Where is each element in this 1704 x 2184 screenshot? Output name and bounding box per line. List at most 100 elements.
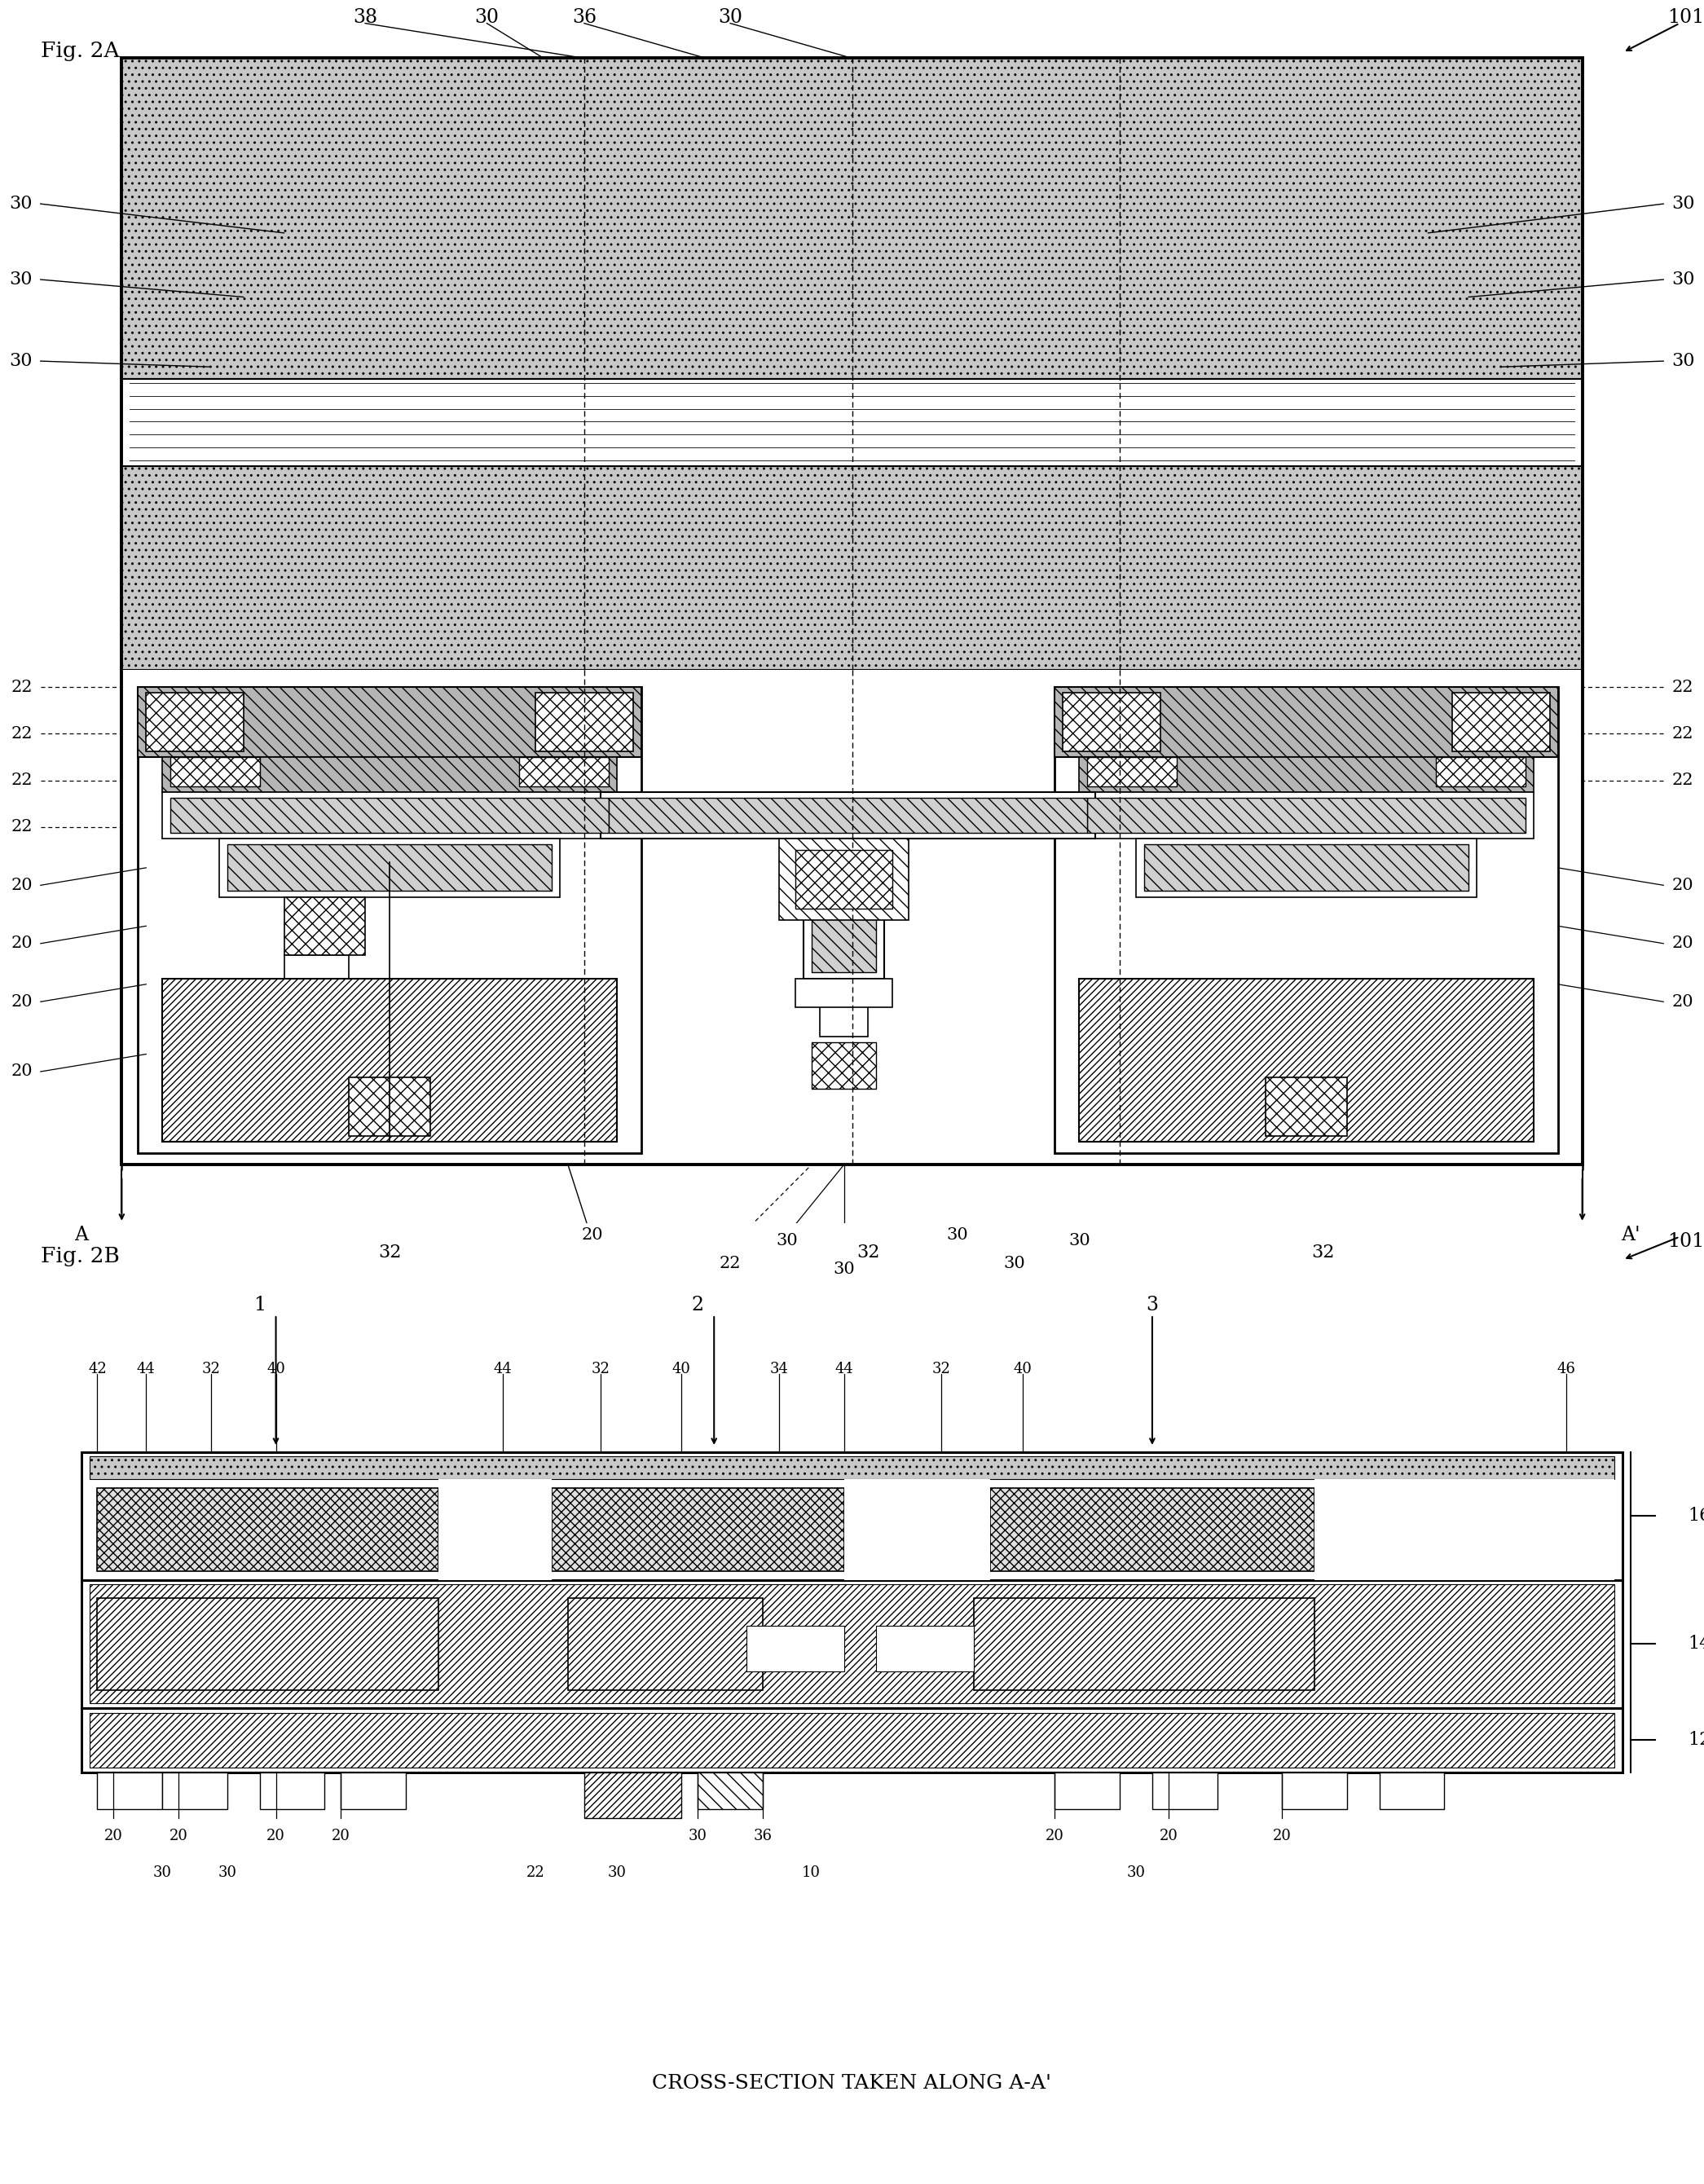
Text: 22: 22 [10, 773, 32, 788]
Text: 2: 2 [692, 1295, 704, 1315]
Bar [1055, 1771, 1120, 1808]
Text: 30: 30 [1672, 271, 1695, 288]
Bar [796, 850, 893, 909]
Bar [97, 1489, 438, 1570]
Text: 20: 20 [10, 935, 32, 952]
Text: Fig. 2B: Fig. 2B [41, 1245, 119, 1267]
Text: 22: 22 [1672, 725, 1694, 743]
Text: 30: 30 [1672, 352, 1695, 369]
Bar [82, 1579, 1622, 1708]
Text: 20: 20 [10, 994, 32, 1009]
Text: 44: 44 [494, 1363, 513, 1376]
Text: 30: 30 [1672, 194, 1695, 212]
Text: 30: 30 [9, 194, 32, 212]
Text: 42: 42 [89, 1363, 107, 1376]
Text: 20: 20 [1672, 994, 1694, 1009]
Text: 34: 34 [770, 1363, 789, 1376]
Bar [876, 1625, 973, 1671]
Text: 20: 20 [104, 1828, 123, 1843]
Text: 32: 32 [201, 1363, 220, 1376]
Text: 22: 22 [719, 1256, 741, 1271]
Bar [82, 1708, 1622, 1771]
Bar [1079, 793, 1534, 839]
Bar [138, 688, 641, 1153]
Bar [162, 1771, 227, 1808]
Text: 44: 44 [835, 1363, 854, 1376]
Text: 36: 36 [573, 9, 596, 26]
Bar [170, 797, 608, 832]
Bar [811, 1042, 876, 1090]
Text: 22: 22 [527, 1865, 545, 1880]
Bar [89, 1586, 1615, 1704]
Bar [259, 1771, 324, 1808]
Text: 30: 30 [1126, 1865, 1145, 1880]
Text: 1: 1 [254, 1295, 266, 1315]
Text: 30: 30 [1004, 1256, 1026, 1271]
Text: 22: 22 [10, 725, 32, 743]
Bar [138, 688, 641, 758]
Text: 40: 40 [266, 1363, 285, 1376]
Text: 40: 40 [1014, 1363, 1031, 1376]
Bar [285, 898, 365, 954]
Text: 38: 38 [353, 9, 377, 26]
Bar [1087, 758, 1176, 786]
Text: 16: 16 [1687, 1507, 1704, 1524]
Text: 32: 32 [932, 1363, 951, 1376]
Bar [89, 1712, 1615, 1767]
Bar [1436, 758, 1525, 786]
Bar [796, 978, 893, 1007]
Text: 36: 36 [753, 1828, 772, 1843]
Bar [162, 793, 617, 839]
Text: 30: 30 [218, 1865, 237, 1880]
Bar [699, 1771, 763, 1808]
Bar [97, 1771, 162, 1808]
Bar [121, 59, 1583, 1164]
Text: 30: 30 [777, 1232, 797, 1249]
Text: 20: 20 [581, 1227, 603, 1243]
Text: 30: 30 [153, 1865, 172, 1880]
Text: 101: 101 [1667, 1232, 1704, 1251]
Text: 3: 3 [1147, 1295, 1159, 1315]
Bar [746, 1625, 843, 1671]
Text: 32: 32 [591, 1363, 610, 1376]
Bar [608, 797, 1087, 832]
Bar [843, 1479, 990, 1579]
Bar [1055, 688, 1557, 758]
Bar [1380, 1771, 1445, 1808]
Text: 30: 30 [688, 1828, 707, 1843]
Bar [1137, 839, 1477, 898]
Text: 20: 20 [1159, 1828, 1177, 1843]
Text: 22: 22 [10, 679, 32, 695]
Bar [584, 1771, 682, 1817]
Text: 22: 22 [1672, 679, 1694, 695]
Bar [811, 845, 876, 972]
Text: 10: 10 [803, 1865, 821, 1880]
Bar [341, 1771, 406, 1808]
Bar [121, 378, 1583, 465]
Bar [1152, 1771, 1217, 1808]
Bar [97, 1599, 438, 1690]
Bar [220, 839, 561, 898]
Text: 20: 20 [10, 1064, 32, 1079]
Bar [1079, 978, 1534, 1142]
Bar [1063, 692, 1160, 751]
Bar [438, 1479, 552, 1579]
Text: 30: 30 [833, 1262, 855, 1278]
Bar [147, 692, 244, 751]
Bar [1452, 692, 1551, 751]
Text: 32: 32 [378, 1243, 400, 1260]
Bar [567, 1599, 763, 1690]
Text: 30: 30 [475, 9, 499, 26]
Text: 12: 12 [1687, 1732, 1704, 1749]
Bar [1143, 845, 1469, 891]
Bar [227, 845, 552, 891]
Text: 20: 20 [169, 1828, 187, 1843]
Bar [121, 465, 1583, 670]
Bar [170, 758, 259, 786]
Text: 101: 101 [1667, 9, 1704, 26]
Text: 30: 30 [607, 1865, 625, 1880]
Text: 30: 30 [9, 352, 32, 369]
Bar [82, 1452, 1622, 1579]
Bar [552, 1489, 843, 1570]
Text: 20: 20 [10, 878, 32, 893]
